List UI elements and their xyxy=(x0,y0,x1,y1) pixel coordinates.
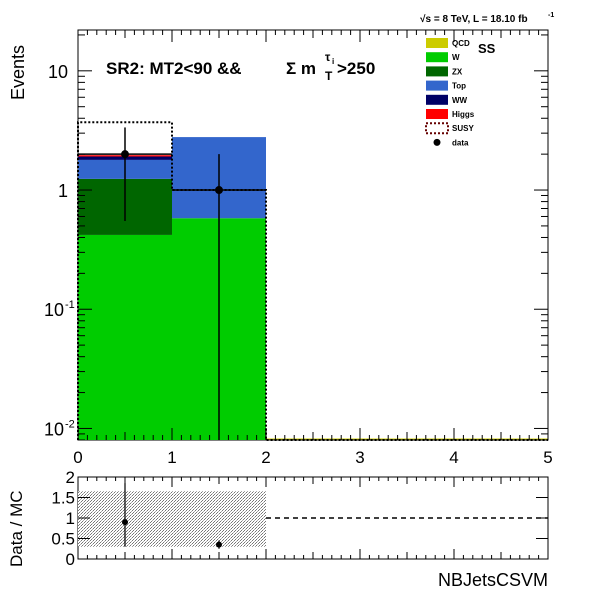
legend-swatch-susy xyxy=(425,122,449,135)
y-tick-label: 10 xyxy=(48,62,68,82)
legend-label-top: Top xyxy=(452,82,466,91)
ratio-plot: 00.5 11.5 2 Data / MC NBJetsCSVM xyxy=(7,468,549,590)
ratio-y-axis-label: Data / MC xyxy=(7,490,26,567)
energy-lumi-label: √s = 8 TeV, L = 18.10 fb xyxy=(420,14,528,25)
x-tick-label: 2 xyxy=(261,448,270,467)
x-tick-label: 3 xyxy=(355,448,364,467)
data-point xyxy=(121,150,129,159)
legend-swatch-qcd xyxy=(426,38,448,48)
title-sup: τ xyxy=(325,50,331,64)
plot-title: SR2: MT2<90 && Σ m T τ i >250 xyxy=(106,50,375,83)
legend-label-higgs: Higgs xyxy=(452,110,475,119)
mc-uncertainty-band xyxy=(172,491,266,547)
legend-swatch-data xyxy=(433,138,441,146)
lumi-exponent: -1 xyxy=(548,12,554,19)
ratio-layer xyxy=(78,483,548,549)
legend-swatch-zx xyxy=(426,66,448,77)
legend-label-zx: ZX xyxy=(452,67,463,76)
legend-swatch-w xyxy=(426,52,448,63)
data-point xyxy=(215,186,223,195)
x-tick-label: 5 xyxy=(543,448,552,467)
title-main: SR2: MT2<90 && xyxy=(106,59,242,78)
y-tick-label: 10 xyxy=(44,300,64,320)
stack-layer xyxy=(78,137,548,440)
ratio-point xyxy=(122,519,128,526)
y-tick-exponent: -2 xyxy=(65,418,75,430)
legend-label-data: data xyxy=(452,138,469,147)
title-supsub: i xyxy=(332,57,334,66)
bar-w-bin-0 xyxy=(78,234,172,440)
data-layer xyxy=(78,127,266,440)
legend-swatch-top xyxy=(426,80,448,91)
x-tick-label: 4 xyxy=(449,448,458,467)
y-tick-exponent: -1 xyxy=(65,299,75,311)
title-tail: >250 xyxy=(337,59,375,78)
ss-tag: SS xyxy=(478,41,496,56)
y-axis-label: Events xyxy=(8,45,28,100)
ratio-y-tick-label: 0.5 xyxy=(51,530,75,549)
title-sub: T xyxy=(325,69,333,83)
x-tick-label: 0 xyxy=(73,448,82,467)
x-axis-label: NBJetsCSVM xyxy=(438,570,548,590)
ratio-y-tick-label: 2 xyxy=(66,468,75,487)
ratio-y-tick-label: 1 xyxy=(66,509,75,528)
legend-swatch-ww xyxy=(426,94,448,105)
legend-label-ww: WW xyxy=(452,96,468,105)
y-tick-label: 1 xyxy=(58,181,68,201)
ratio-point xyxy=(216,541,222,548)
legend-swatch-higgs xyxy=(426,109,448,119)
ratio-y-tick-label: 1.5 xyxy=(51,489,75,508)
legend-label-qcd: QCD xyxy=(452,39,470,48)
legend-label-susy: SUSY xyxy=(452,124,474,133)
ratio-axes: 00.5 11.5 2 xyxy=(51,468,549,569)
y-tick-label: 10 xyxy=(44,419,64,439)
x-tick-label: 1 xyxy=(167,448,176,467)
title-sigma: Σ m xyxy=(286,59,316,78)
legend: QCD W ZX Top WW Higgs SUSY data xyxy=(425,38,475,147)
legend-label-w: W xyxy=(452,53,460,62)
ratio-y-tick-label: 0 xyxy=(66,550,75,569)
